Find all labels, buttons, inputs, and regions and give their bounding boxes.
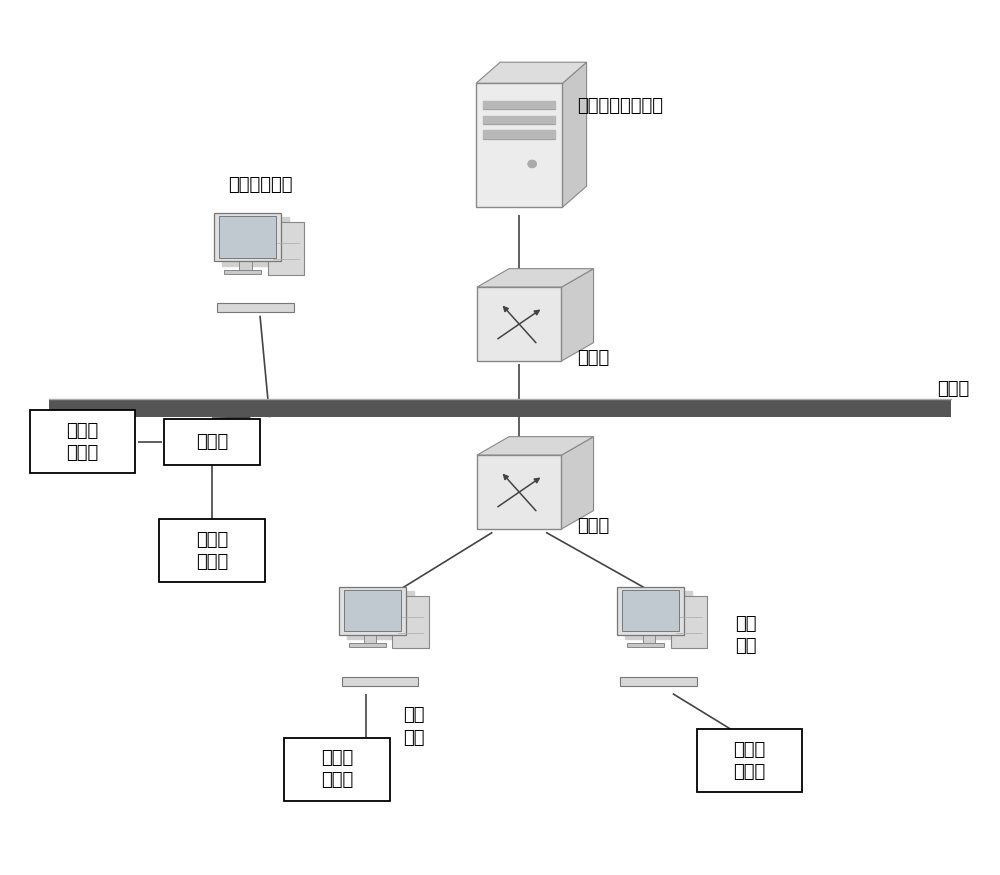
Polygon shape [483,130,555,139]
FancyBboxPatch shape [159,520,265,583]
Polygon shape [561,437,594,529]
FancyBboxPatch shape [344,590,401,632]
Polygon shape [562,62,587,207]
FancyBboxPatch shape [697,730,802,793]
Text: 审批执行终端: 审批执行终端 [228,176,292,194]
Polygon shape [477,437,594,455]
Text: 指纹读
取器一: 指纹读 取器一 [733,741,766,781]
Polygon shape [627,643,664,648]
FancyBboxPatch shape [268,222,304,275]
FancyBboxPatch shape [477,455,561,529]
Polygon shape [222,217,289,266]
FancyBboxPatch shape [30,410,135,473]
Polygon shape [224,270,261,274]
FancyBboxPatch shape [164,418,260,465]
FancyBboxPatch shape [477,287,561,361]
Text: 控制器: 控制器 [196,433,228,451]
FancyBboxPatch shape [620,676,697,686]
Text: 指纹读
取器二: 指纹读 取器二 [196,531,228,571]
FancyBboxPatch shape [49,399,951,417]
FancyBboxPatch shape [476,83,562,207]
Text: 交换机: 交换机 [577,349,609,367]
Polygon shape [625,592,692,640]
Polygon shape [643,635,655,643]
Polygon shape [477,269,594,287]
FancyBboxPatch shape [392,596,429,648]
Polygon shape [476,62,587,83]
Polygon shape [483,101,555,109]
Text: 交换机: 交换机 [577,517,609,535]
Circle shape [528,160,536,168]
FancyBboxPatch shape [214,213,281,262]
Polygon shape [364,635,376,643]
Text: 局域网: 局域网 [937,380,969,398]
Polygon shape [349,643,386,648]
Polygon shape [483,116,555,124]
Polygon shape [347,592,414,640]
Text: 指纹读
取器一: 指纹读 取器一 [321,749,353,789]
FancyBboxPatch shape [219,216,276,257]
Polygon shape [239,262,252,270]
FancyBboxPatch shape [671,596,707,648]
Text: 操作
终端: 操作 终端 [403,706,424,746]
FancyBboxPatch shape [622,590,679,632]
Text: 进出门
摄像头: 进出门 摄像头 [66,422,99,462]
FancyBboxPatch shape [284,738,390,801]
Text: 操作
终端: 操作 终端 [735,615,757,655]
Text: 网络数据库服务器: 网络数据库服务器 [577,97,663,115]
Polygon shape [561,269,594,361]
FancyBboxPatch shape [342,676,418,686]
FancyBboxPatch shape [217,303,294,312]
FancyBboxPatch shape [617,587,684,635]
FancyBboxPatch shape [339,587,406,635]
